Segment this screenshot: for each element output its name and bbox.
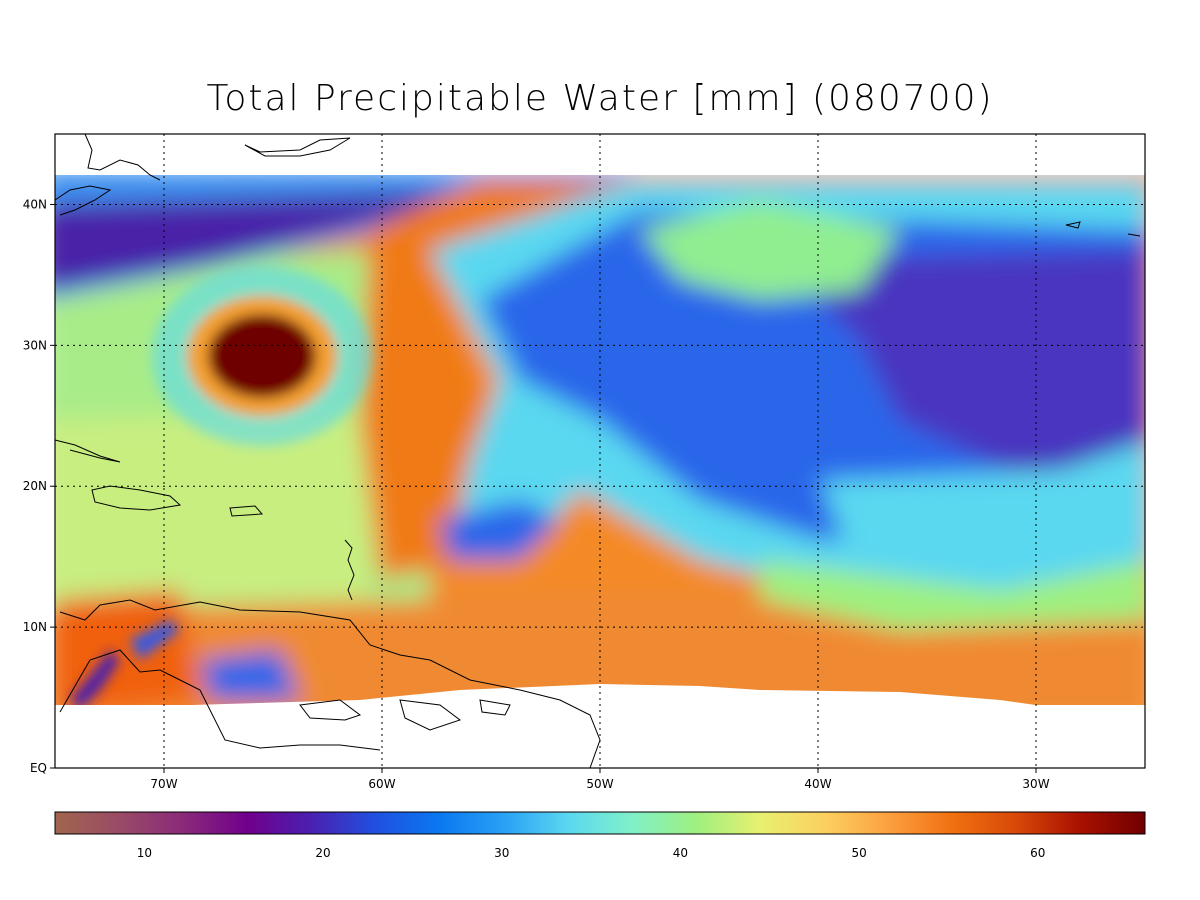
lon-tick-label: 30W [1022,777,1049,791]
no-data-mask [55,134,1145,768]
latitude-axis: 40N 30N 20N 10N EQ [23,197,55,775]
lon-tick-label: 70W [150,777,177,791]
lat-tick-label: 10N [23,620,47,634]
lon-tick-label: 50W [586,777,613,791]
colorbar: 10 20 30 40 50 60 [54,811,1146,860]
colorbar-scale [54,811,1146,835]
colorbar-tick-label: 20 [315,846,330,860]
lon-tick-label: 60W [368,777,395,791]
graticule [55,134,1145,768]
colorbar-tick-label: 30 [494,846,509,860]
lat-tick-label: 30N [23,338,47,352]
colorbar-tick-label: 60 [1030,846,1045,860]
colorbar-ticks: 10 20 30 40 50 60 [137,846,1046,860]
coastlines [54,133,1141,769]
map-title: Total Precipitable Water [mm] (080700) [206,78,994,119]
colorbar-tick-label: 50 [851,846,866,860]
lat-tick-label: 20N [23,479,47,493]
lat-tick-label: 40N [23,197,47,211]
colorbar-tick-label: 40 [673,846,688,860]
lon-tick-label: 40W [804,777,831,791]
lat-tick-label: EQ [30,761,47,775]
longitude-axis: 70W 60W 50W 40W 30W [150,768,1050,791]
colorbar-tick-label: 10 [137,846,152,860]
